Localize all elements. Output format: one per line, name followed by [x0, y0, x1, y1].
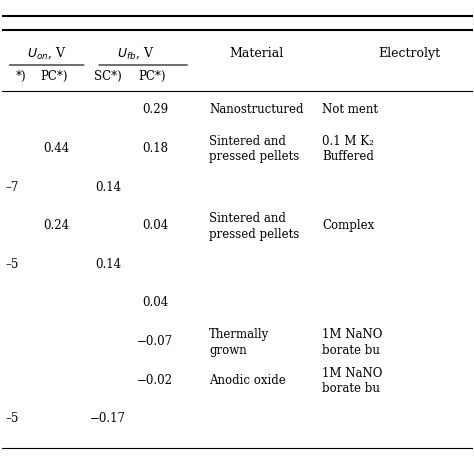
Text: SC*): SC*) [94, 70, 122, 83]
Text: PC*): PC*) [40, 70, 67, 83]
Text: 0.29: 0.29 [142, 103, 168, 116]
Text: 0.18: 0.18 [142, 142, 168, 155]
Text: Electrolyt: Electrolyt [378, 47, 441, 60]
Text: −0.07: −0.07 [137, 335, 173, 348]
Text: –5: –5 [5, 258, 18, 271]
Text: Sintered and: Sintered and [209, 212, 286, 225]
Text: Sintered and: Sintered and [209, 135, 286, 148]
Text: pressed pellets: pressed pellets [209, 228, 299, 241]
Text: –5: –5 [5, 412, 18, 425]
Text: Anodic oxide: Anodic oxide [209, 374, 286, 387]
Text: Complex: Complex [322, 219, 374, 232]
Text: 0.14: 0.14 [95, 181, 121, 193]
Text: 0.44: 0.44 [43, 142, 69, 155]
Text: pressed pellets: pressed pellets [209, 150, 299, 164]
Text: Thermally: Thermally [209, 328, 269, 341]
Text: Nanostructured: Nanostructured [209, 103, 303, 116]
Text: 0.04: 0.04 [142, 219, 168, 232]
Text: grown: grown [209, 344, 247, 356]
Text: 1M NaNO: 1M NaNO [322, 328, 383, 341]
Text: $\mathit{U_{on}}$, V: $\mathit{U_{on}}$, V [27, 46, 66, 61]
Text: −0.17: −0.17 [90, 412, 126, 425]
Text: PC*): PC*) [139, 70, 166, 83]
Text: borate bu: borate bu [322, 382, 380, 395]
Text: Not ment: Not ment [322, 103, 378, 116]
Text: 0.14: 0.14 [95, 258, 121, 271]
Text: *): *) [16, 70, 27, 83]
Text: 0.24: 0.24 [43, 219, 69, 232]
Text: 1M NaNO: 1M NaNO [322, 367, 383, 380]
Text: −0.02: −0.02 [137, 374, 173, 387]
Text: borate bu: borate bu [322, 344, 380, 356]
Text: 0.04: 0.04 [142, 296, 168, 310]
Text: –7: –7 [5, 181, 18, 193]
Text: Material: Material [229, 47, 283, 60]
Text: Buffered: Buffered [322, 150, 374, 164]
Text: 0.1 M K₂: 0.1 M K₂ [322, 135, 374, 148]
Text: $\mathit{U_{fb}}$, V: $\mathit{U_{fb}}$, V [118, 46, 155, 61]
